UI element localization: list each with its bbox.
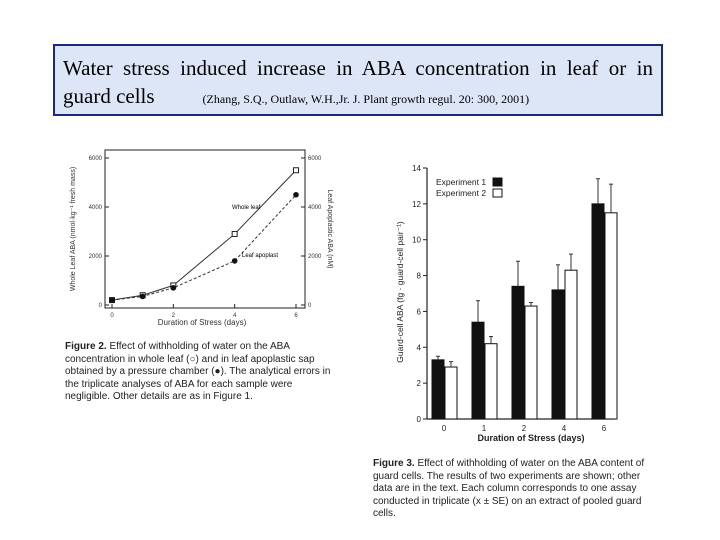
fig2-caption: Figure 2. Effect of withholding of water… [65,341,337,404]
fig2-axes: 0 2 4 6 0 2000 4000 6000 0 2000 4000 6000 [89,156,322,319]
fig3-legend-label-exp2: Experiment 2 [436,188,486,198]
fig3-caption: Figure 3. Effect of withholding of water… [373,458,653,521]
fig2-x-tick-label: 0 [110,313,114,319]
fig3-legend-swatch-exp1 [492,177,503,187]
fig2-y-axis-label: Whole Leaf ABA (nmol·kg⁻¹ fresh mass) [70,167,77,291]
fig3-x-axis-label: Duration of Stress (days) [477,433,584,443]
fig2-y2-tick-label: 6000 [308,156,322,162]
fig3-caption-text: Effect of withholding of water on the AB… [373,458,645,519]
fig3-bars [431,178,618,420]
fig3-caption-label: Figure 3. [373,458,415,469]
fig2-point-apoplast [139,293,146,300]
fig2-caption-label: Figure 2. [65,341,107,352]
fig3-bar-exp2 [604,212,618,420]
fig3-bar-exp1 [431,359,445,420]
fig2-y-tick-label: 6000 [89,156,103,162]
fig2-point-apoplast [170,285,177,291]
fig3-legend-swatch-exp2 [492,188,503,198]
title-box: Water stress induced increase in ABA con… [53,44,663,116]
slide-title-line2: guard cells (Zhang, S.Q., Outlaw, W.H.,Jr… [63,82,653,113]
fig2-x-tick-label: 4 [233,313,237,319]
fig3-x-tick-label: 4 [562,424,567,433]
fig2-y2-tick-label: 0 [308,303,312,309]
fig3-y-tick-label: 12 [412,200,421,209]
fig3-x-tick-label: 2 [522,424,527,433]
fig3-bar-exp1 [591,203,605,420]
figure-2-line-chart: 0 2 4 6 0 2000 4000 6000 0 2000 4000 6000 Whole lea… [70,149,333,327]
fig2-x-axis-label: Duration of Stress (days) [158,318,247,327]
fig2-y2-axis-label: Leaf Apoplastic ABA (nM) [326,190,333,269]
fig3-x-tick-label: 6 [602,424,607,433]
fig2-plot-frame [104,149,306,309]
fig2-y-tick-label: 4000 [89,205,103,211]
fig2-point-apoplast [231,258,238,264]
fig3-bar-exp1 [471,321,485,420]
fig3-y-tick-label: 4 [417,343,422,352]
fig3-x-tick-label: 1 [482,424,487,433]
fig3-bar-exp1 [511,285,525,420]
fig2-point-apoplast [293,191,299,198]
fig3-bar-exp2 [524,305,538,420]
slide-title: Water stress induced increase in ABA con… [63,56,653,80]
fig3-y-tick-label: 8 [417,272,422,281]
fig3-bar-exp2 [444,366,458,420]
fig3-bar-exp1 [551,289,565,420]
fig2-point-whole-leaf [231,230,238,237]
fig3-bar-exp2 [484,343,498,420]
fig2-caption-text: Effect of withholding of water on the AB… [65,341,331,402]
fig2-y-tick-label: 2000 [89,254,103,260]
fig3-y-tick-label: 14 [412,164,421,173]
fig2-series-line-whole-leaf [111,169,297,301]
fig3-y-tick-label: 2 [417,379,422,388]
fig2-series-points [109,167,299,304]
citation: (Zhang, S.Q., Outlaw, W.H.,Jr. J. Plant … [202,92,530,106]
fig3-legend: Experiment 1 Experiment 2 [436,177,503,198]
fig2-x-tick-label: 6 [294,313,298,319]
fig3-legend-label-exp1: Experiment 1 [436,177,486,187]
fig3-y-tick-label: 6 [417,307,422,316]
fig2-annotation-whole-leaf: Whole leaf [232,205,261,211]
fig2-series-line-apoplast [111,194,297,301]
fig2-annotation-leaf-apoplast: Leaf apoplast [242,253,278,259]
fig3-y-tick-label: 0 [417,415,422,424]
fig3-x-tick-label: 0 [442,424,447,433]
fig2-point-whole-leaf [293,167,299,174]
fig3-y-tick-label: 10 [412,236,421,245]
fig3-y-axis-label: Guard-cell ABA (fg · guard-cell pair⁻¹) [395,221,405,363]
fig2-y2-tick-label: 4000 [308,205,322,211]
fig2-y2-tick-label: 2000 [308,254,322,260]
fig3-bar-exp2 [564,269,578,420]
slide-title-continuation: guard cells [63,84,155,108]
fig2-y-tick-label: 0 [99,303,103,309]
fig2-series-lines [111,169,297,301]
fig2-point-apoplast [109,297,115,303]
fig2-x-tick-label: 2 [172,313,176,319]
